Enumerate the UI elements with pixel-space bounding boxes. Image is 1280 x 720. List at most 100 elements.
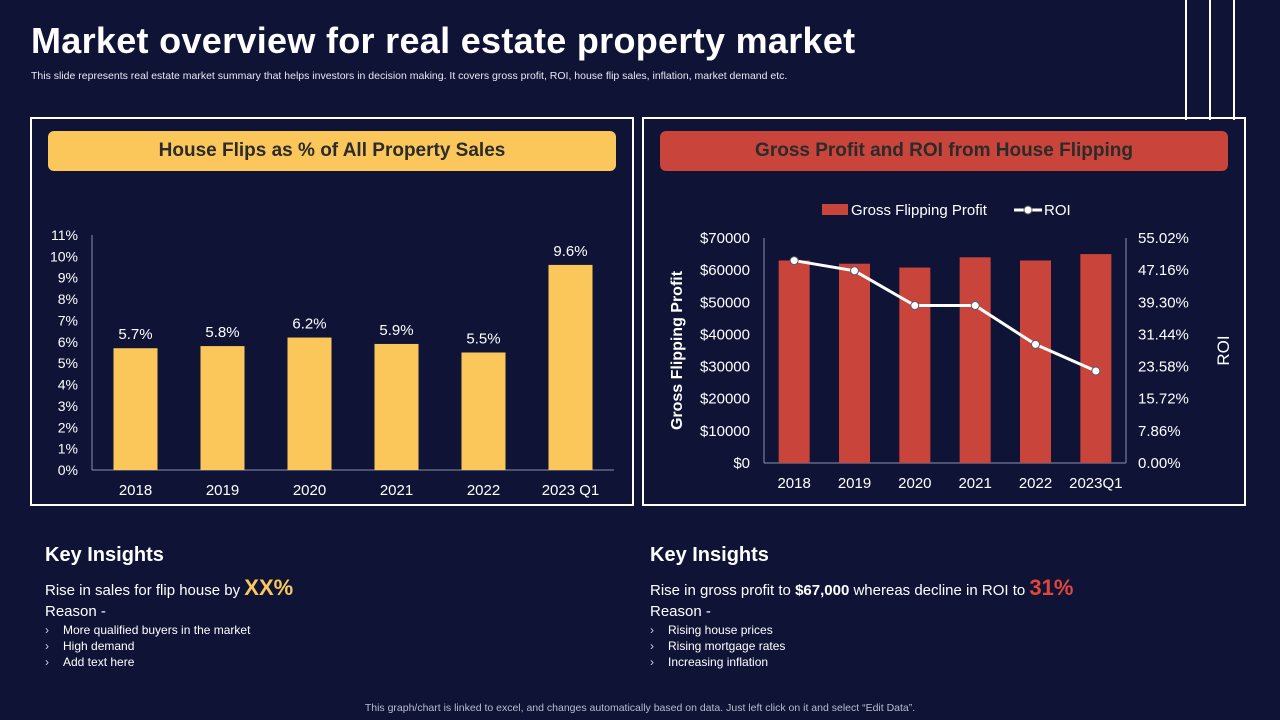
y-tick-label: 6% — [58, 334, 78, 350]
y-tick-label: $70000 — [700, 230, 750, 247]
list-item: › Rising house prices — [650, 622, 1210, 638]
page-subtitle: This slide represents real estate market… — [31, 70, 788, 82]
list-item: › Increasing inflation — [650, 654, 1210, 670]
house-flips-chart[interactable]: 0% 1% 2% 3% 4% 5% 6% 7% 8% 9% 10% 11% 5.7% 2018 5.8% 20… — [32, 119, 632, 504]
roi-point — [850, 266, 859, 276]
footer-note: This graph/chart is linked to excel, and… — [364, 702, 916, 714]
decorative-line-3 — [1233, 0, 1235, 120]
bar — [548, 264, 593, 470]
key-insights-left: Key Insights Rise in sales for flip hous… — [45, 544, 605, 670]
bar — [374, 343, 419, 470]
profit-roi-chart[interactable]: $0 $10000 $20000 $30000 $40000 $50000 $60000 $7… — [644, 119, 1244, 504]
roi-point — [970, 301, 980, 311]
insights-summary: Rise in sales for flip house by XX% — [45, 575, 605, 601]
y2-tick-label: 15.72% — [1138, 391, 1189, 408]
y-tick-label: $60000 — [700, 262, 750, 279]
profit-roi-panel: Gross Profit and ROI from House Flipping… — [642, 117, 1246, 506]
x-tick-label: 2019 — [838, 475, 871, 492]
y-axis-title: Gross Flipping Profit — [669, 270, 686, 430]
roi-point — [1091, 366, 1101, 376]
x-tick-label: 2022 — [467, 482, 500, 499]
y-tick-label: 2% — [58, 419, 78, 435]
insights-highlight: 31% — [1029, 575, 1074, 600]
legend-swatch-profit — [822, 204, 848, 215]
chevron-right-icon: › — [650, 623, 654, 637]
house-flips-header: House Flips as % of All Property Sales — [48, 131, 616, 171]
y-tick-label: 3% — [58, 398, 78, 414]
y-tick-label: $50000 — [700, 294, 750, 311]
y-tick-label: 4% — [58, 377, 78, 393]
insights-summary-text: Rise in gross profit to — [650, 582, 796, 599]
y-tick-label: $20000 — [700, 391, 750, 408]
y2-tick-label: 31.44% — [1138, 326, 1189, 343]
chevron-right-icon: › — [650, 655, 654, 669]
decorative-line-2 — [1209, 0, 1211, 120]
bar — [200, 346, 245, 470]
legend-marker-roi — [1023, 205, 1033, 215]
bar — [839, 263, 870, 463]
bullet-text: High demand — [63, 639, 135, 653]
x-tick-label: 2018 — [119, 482, 152, 499]
y-tick-label: 9% — [58, 270, 78, 286]
y2-axis-title: ROI — [1214, 335, 1233, 365]
insights-bullet-list: › More qualified buyers in the market › Hi… — [45, 622, 605, 670]
list-item: › More qualified buyers in the market — [45, 622, 605, 638]
data-label: 5.5% — [466, 331, 500, 348]
x-tick-label: 2018 — [777, 475, 810, 492]
bar — [1020, 260, 1051, 463]
bar — [287, 337, 332, 470]
y-tick-label: $40000 — [700, 326, 750, 343]
bullet-text: More qualified buyers in the market — [63, 623, 251, 637]
house-flips-panel: House Flips as % of All Property Sales 0… — [30, 117, 634, 506]
list-item: › Rising mortgage rates — [650, 638, 1210, 654]
insights-bold-value: $67,000 — [795, 582, 850, 599]
bar — [778, 260, 810, 463]
x-tick-label: 2023Q1 — [1069, 475, 1122, 492]
insights-summary-text-2: whereas decline in ROI to — [849, 582, 1030, 599]
legend-label-roi: ROI — [1044, 202, 1071, 219]
bar — [959, 257, 991, 463]
bar — [1080, 254, 1112, 463]
data-label: 5.9% — [379, 322, 413, 339]
y2-tick-label: 23.58% — [1138, 359, 1189, 376]
profit-roi-header: Gross Profit and ROI from House Flipping — [660, 131, 1228, 171]
y-tick-label: $10000 — [700, 423, 750, 440]
y-tick-label: 0% — [58, 462, 78, 478]
y-tick-label: $30000 — [700, 359, 750, 376]
roi-point — [910, 301, 920, 311]
decorative-line-1 — [1185, 0, 1187, 120]
roi-line — [793, 259, 1097, 373]
y2-tick-label: 55.02% — [1138, 230, 1189, 247]
y-tick-label: 1% — [58, 441, 78, 457]
bullet-text: Rising house prices — [668, 623, 773, 637]
x-tick-label: 2023 Q1 — [542, 482, 600, 499]
y-tick-label: 5% — [58, 355, 78, 371]
legend-label-profit: Gross Flipping Profit — [851, 202, 988, 219]
data-label: 5.8% — [205, 324, 239, 341]
y-tick-label: 11% — [51, 227, 78, 243]
x-tick-label: 2019 — [206, 482, 239, 499]
y-tick-label: $0 — [733, 455, 750, 472]
bullet-text: Increasing inflation — [668, 655, 769, 669]
x-tick-label: 2021 — [380, 482, 413, 499]
data-label: 5.7% — [118, 326, 152, 343]
x-tick-label: 2022 — [1019, 475, 1052, 492]
insights-summary: Rise in gross profit to $67,000 whereas … — [650, 575, 1210, 601]
bullet-text: Add text here — [63, 655, 135, 669]
y-tick-label: 7% — [58, 312, 78, 328]
chevron-right-icon: › — [45, 623, 49, 637]
list-item: › Add text here — [45, 654, 605, 670]
insights-heading: Key Insights — [650, 544, 769, 566]
insights-reason-label: Reason - — [45, 603, 106, 620]
chevron-right-icon: › — [45, 655, 49, 669]
y2-tick-label: 47.16% — [1138, 262, 1189, 279]
x-tick-label: 2020 — [293, 482, 326, 499]
x-tick-label: 2021 — [958, 475, 991, 492]
data-label: 6.2% — [292, 316, 326, 333]
y2-tick-label: 0.00% — [1138, 455, 1181, 472]
roi-point — [1031, 339, 1040, 349]
insights-heading: Key Insights — [45, 544, 164, 566]
chevron-right-icon: › — [650, 639, 654, 653]
key-insights-right: Key Insights Rise in gross profit to $67… — [650, 544, 1210, 670]
insights-reason-label: Reason - — [650, 603, 711, 620]
